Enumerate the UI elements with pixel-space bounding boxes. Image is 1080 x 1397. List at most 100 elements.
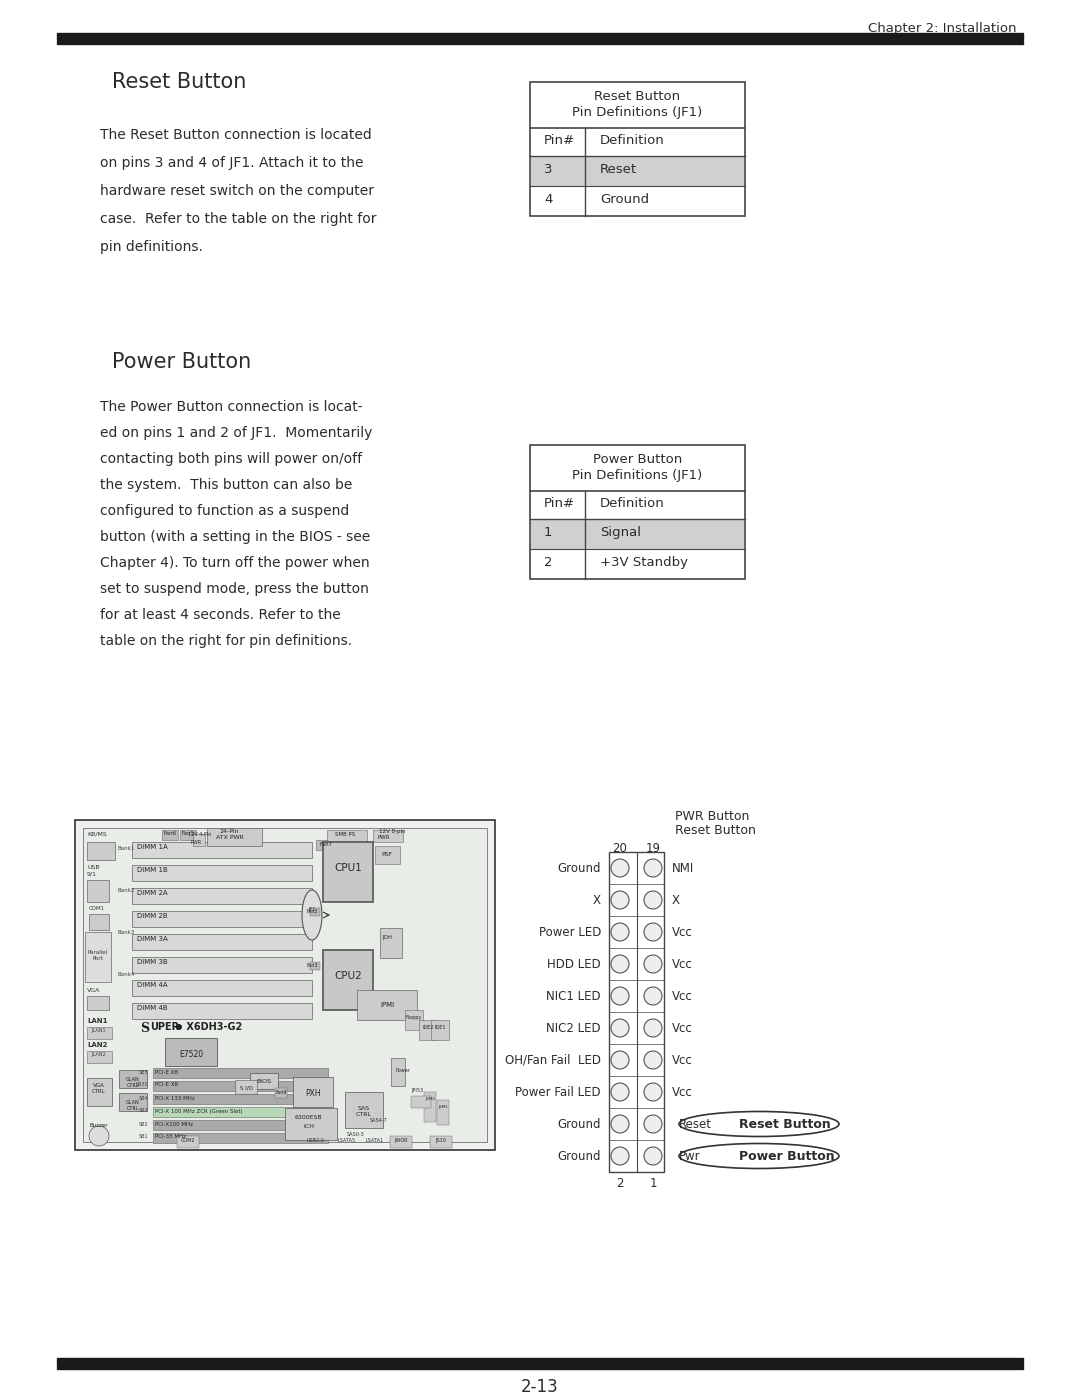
Text: case.  Refer to the table on the right for: case. Refer to the table on the right fo… [100, 212, 377, 226]
Text: HDD LED: HDD LED [548, 957, 600, 971]
Text: Reset Button: Reset Button [675, 824, 756, 837]
Text: Reset Button: Reset Button [112, 73, 246, 92]
Text: Fan3: Fan3 [307, 963, 318, 968]
Text: PCI-E X8: PCI-E X8 [156, 1070, 178, 1074]
Text: 1: 1 [649, 1178, 657, 1190]
Bar [530, 82, 745, 217]
Ellipse shape [302, 890, 322, 940]
Bar [235, 1080, 257, 1094]
Text: GLAN
CTRL: GLAN CTRL [126, 1077, 140, 1088]
Bar [132, 935, 312, 950]
Text: IPMI: IPMI [380, 1002, 394, 1009]
Bar [153, 1106, 328, 1118]
Text: 19: 19 [646, 842, 661, 855]
Text: PCI-E X8: PCI-E X8 [156, 1083, 178, 1087]
Bar [275, 1088, 287, 1098]
Text: Pin Definitions (JF1): Pin Definitions (JF1) [572, 469, 703, 482]
Text: Chapter 4). To turn off the power when: Chapter 4). To turn off the power when [100, 556, 369, 570]
Text: The Reset Button connection is located: The Reset Button connection is located [100, 129, 372, 142]
Text: Power: Power [395, 1067, 410, 1073]
Text: Bank4: Bank4 [117, 972, 134, 977]
Text: Fan7: Fan7 [319, 842, 333, 847]
Text: Reset: Reset [600, 163, 637, 176]
Circle shape [644, 1051, 662, 1069]
Text: configured to function as a suspend: configured to function as a suspend [100, 504, 349, 518]
Text: 9/1: 9/1 [87, 872, 97, 877]
Bar [132, 981, 312, 996]
Text: pin definitions.: pin definitions. [100, 240, 203, 254]
Bar [87, 842, 114, 861]
Circle shape [644, 1115, 662, 1133]
Text: JLAN2: JLAN2 [91, 1052, 106, 1058]
Text: PCI-X100 MHz: PCI-X100 MHz [156, 1122, 193, 1126]
Text: button (with a setting in the BIOS - see: button (with a setting in the BIOS - see [100, 529, 370, 543]
Text: Pin Definitions (JF1): Pin Definitions (JF1) [572, 106, 703, 119]
Circle shape [176, 1024, 183, 1030]
Text: Power Button: Power Button [739, 1150, 835, 1162]
Bar [57, 1366, 1023, 1369]
Text: Vcc: Vcc [672, 989, 692, 1003]
Bar [316, 840, 330, 849]
Text: JS10: JS10 [435, 1139, 446, 1143]
Circle shape [644, 1083, 662, 1101]
Text: ed on pins 1 and 2 of JF1.  Momentarily: ed on pins 1 and 2 of JF1. Momentarily [100, 426, 373, 440]
Text: DIMM 4B: DIMM 4B [137, 1004, 167, 1011]
Text: E7520: E7520 [179, 1051, 203, 1059]
Text: PCI-33 MHz: PCI-33 MHz [156, 1134, 186, 1140]
Circle shape [644, 923, 662, 942]
Text: +3V Standby: +3V Standby [600, 556, 688, 569]
Text: COM2: COM2 [180, 1139, 195, 1143]
Bar [390, 1136, 411, 1148]
Circle shape [644, 891, 662, 909]
Bar [153, 1133, 328, 1143]
Text: Fan9: Fan9 [275, 1090, 286, 1095]
Text: PCI-X 100 MHz ZCR (Green Slot): PCI-X 100 MHz ZCR (Green Slot) [156, 1108, 243, 1113]
Text: Fan2: Fan2 [307, 909, 318, 914]
Circle shape [611, 859, 629, 877]
Text: Pwr: Pwr [679, 1150, 701, 1162]
Text: 24-Pin: 24-Pin [220, 828, 240, 834]
Text: Reset Button: Reset Button [594, 89, 680, 103]
Text: set to suspend mode, press the button: set to suspend mode, press the button [100, 583, 369, 597]
Text: Vcc: Vcc [672, 1021, 692, 1035]
Bar [87, 880, 109, 902]
Text: IDE2: IDE2 [422, 1025, 434, 1030]
Bar [249, 1073, 278, 1090]
Text: Fan5: Fan5 [181, 831, 194, 835]
Bar [207, 828, 262, 847]
Text: LAN1: LAN1 [87, 1018, 108, 1024]
Text: IDE1: IDE1 [434, 1025, 446, 1030]
Text: GLAN
CTRL: GLAN CTRL [126, 1099, 140, 1111]
Bar [405, 1010, 423, 1030]
Text: PXH: PXH [306, 1090, 321, 1098]
Bar [424, 1092, 436, 1122]
Bar [531, 156, 744, 186]
Bar [57, 34, 1023, 41]
Bar [87, 1078, 112, 1106]
Bar [411, 1097, 431, 1108]
Circle shape [611, 891, 629, 909]
Text: SB4: SB4 [138, 1095, 148, 1101]
Text: 4: 4 [544, 193, 552, 205]
Text: Fan6: Fan6 [163, 831, 176, 835]
Circle shape [611, 1147, 629, 1165]
Text: Vcc: Vcc [672, 925, 692, 939]
Text: COM1: COM1 [89, 907, 105, 911]
Text: 20: 20 [612, 842, 627, 855]
Text: NIC2 LED: NIC2 LED [546, 1021, 600, 1035]
Text: Reset: Reset [679, 1118, 712, 1130]
Bar [57, 1358, 1023, 1365]
Text: LSATA5: LSATA5 [337, 1139, 355, 1143]
Text: Floppy: Floppy [406, 1016, 422, 1020]
Circle shape [611, 1083, 629, 1101]
Text: SB5: SB5 [138, 1070, 148, 1074]
Circle shape [644, 859, 662, 877]
Bar [391, 1058, 405, 1085]
Bar [437, 1099, 449, 1125]
Text: 2: 2 [544, 556, 553, 569]
Text: Ground: Ground [557, 1118, 600, 1130]
Bar [87, 996, 109, 1010]
Text: Vcc: Vcc [672, 1053, 692, 1066]
Text: USB2.0: USB2.0 [307, 1139, 325, 1143]
Bar [310, 963, 320, 970]
